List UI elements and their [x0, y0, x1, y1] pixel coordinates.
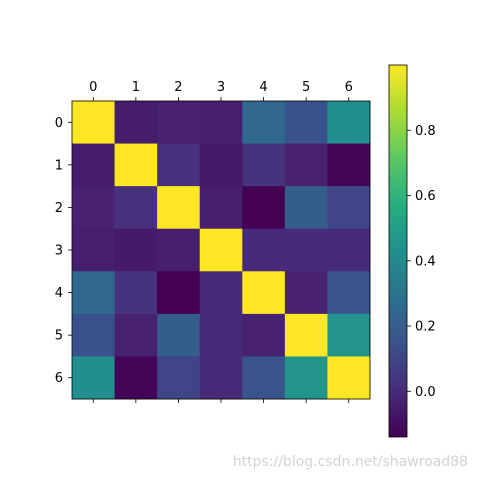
heatmap-cell-4-3: [199, 271, 243, 315]
heatmap-cell-2-0: [72, 186, 115, 230]
heatmap-cell-3-0: [72, 228, 115, 272]
x-tick-label-4: 4: [259, 80, 267, 95]
heatmap-cell-4-1: [114, 271, 158, 315]
heatmap-cell-0-6: [327, 101, 371, 144]
heatmap-cell-6-4: [242, 356, 286, 400]
x-tick-label-5: 5: [302, 80, 310, 95]
y-tick-label-5: 5: [55, 329, 63, 344]
y-tick-label-4: 4: [55, 286, 63, 301]
heatmap-cell-2-5: [284, 186, 328, 230]
heatmap-cell-3-2: [157, 228, 201, 272]
heatmap-cell-5-3: [199, 313, 243, 357]
heatmap-cell-5-5: [284, 313, 328, 357]
heatmap-cell-6-5: [284, 356, 328, 400]
heatmap-cell-3-5: [284, 228, 328, 272]
heatmap-cell-0-1: [114, 101, 158, 144]
heatmap-cell-5-0: [72, 313, 115, 357]
y-tick-label-3: 3: [55, 244, 63, 259]
heatmap-cell-1-0: [72, 143, 115, 187]
heatmap-cell-3-4: [242, 228, 286, 272]
heatmap-cells: [71, 100, 371, 400]
heatmap-cell-4-0: [72, 271, 115, 315]
heatmap-cell-0-3: [199, 101, 243, 144]
heatmap-cell-3-1: [114, 228, 158, 272]
heatmap-cell-2-4: [242, 186, 286, 230]
heatmap-cell-2-2: [157, 186, 201, 230]
y-tick-label-1: 1: [55, 158, 63, 173]
y-tick-label-0: 0: [55, 116, 63, 131]
heatmap-cell-6-1: [114, 356, 158, 400]
colorbar-tick-label-2: 0.4: [415, 254, 436, 269]
x-tick-label-1: 1: [132, 80, 140, 95]
x-tick-label-3: 3: [217, 80, 225, 95]
heatmap-cell-5-1: [114, 313, 158, 357]
heatmap-cell-6-0: [72, 356, 115, 400]
heatmap-cell-3-3: [199, 228, 243, 272]
y-tick-label-2: 2: [55, 201, 63, 216]
heatmap-cell-6-6: [327, 356, 371, 400]
heatmap-cell-1-1: [114, 143, 158, 187]
colorbar: 0.0 0.2 0.4 0.6 0.8: [388, 64, 436, 438]
heatmap-cell-1-2: [157, 143, 201, 187]
heatmap-cell-4-2: [157, 271, 201, 315]
watermark-text: https://blog.csdn.net/shawroad88: [233, 454, 468, 470]
heatmap-cell-1-4: [242, 143, 286, 187]
y-tick-label-6: 6: [55, 371, 63, 386]
heatmap-cell-0-5: [284, 101, 328, 144]
x-tick-label-2: 2: [174, 80, 182, 95]
x-tick-label-6: 6: [345, 80, 353, 95]
heatmap-cell-1-3: [199, 143, 243, 187]
heatmap-cell-2-3: [199, 186, 243, 230]
x-tick-label-0: 0: [89, 80, 97, 95]
colorbar-tick-label-0: 0.0: [415, 385, 436, 400]
colorbar-tick-label-3: 0.6: [415, 189, 436, 204]
heatmap-cell-2-1: [114, 186, 158, 230]
heatmap-cell-2-6: [327, 186, 371, 230]
heatmap-cell-0-0: [72, 101, 115, 144]
colorbar-tick-label-4: 0.8: [415, 124, 436, 139]
heatmap-cell-0-2: [157, 101, 201, 144]
colorbar-tick-label-1: 0.2: [415, 320, 436, 335]
heatmap-ticks: 0 1 2 3 4 5 6 0 1 2 3 4 5 6: [55, 80, 353, 403]
colorbar-gradient: [388, 64, 408, 438]
heatmap-cell-0-4: [242, 101, 286, 144]
heatmap-cell-5-2: [157, 313, 201, 357]
heatmap-cell-3-6: [327, 228, 371, 272]
heatmap-cell-4-5: [284, 271, 328, 315]
heatmap-cell-1-6: [327, 143, 371, 187]
heatmap-cell-4-6: [327, 271, 371, 315]
heatmap-cell-4-4: [242, 271, 286, 315]
heatmap-cell-1-5: [284, 143, 328, 187]
heatmap-cell-6-3: [199, 356, 243, 400]
heatmap-cell-5-4: [242, 313, 286, 357]
heatmap-cell-5-6: [327, 313, 371, 357]
heatmap-cell-6-2: [157, 356, 201, 400]
